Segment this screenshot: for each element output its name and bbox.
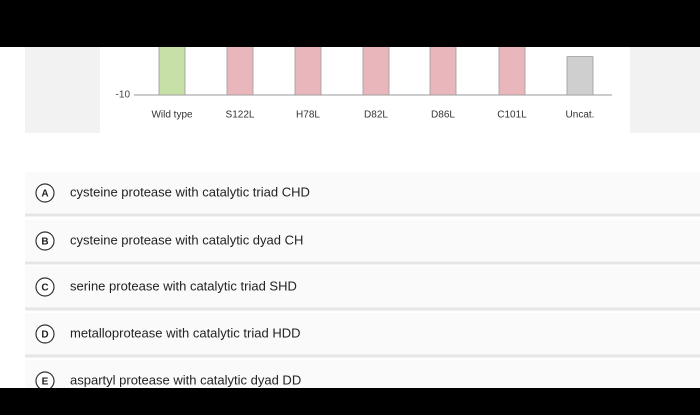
- x-tick-label: Uncat.: [566, 110, 595, 121]
- option-text: aspartyl protease with catalytic dyad DD: [70, 372, 301, 387]
- bar: [498, 47, 526, 96]
- option-circle: [35, 324, 55, 344]
- option-text: cysteine protease with catalytic triad C…: [70, 184, 310, 199]
- option-letter: A: [41, 189, 48, 200]
- option-text: cysteine protease with catalytic dyad CH: [70, 232, 303, 247]
- option-circle: [35, 277, 55, 297]
- option-background: [25, 313, 700, 355]
- panel-right: [630, 47, 700, 133]
- x-tick-label: H78L: [296, 110, 320, 121]
- x-tick-label: Wild type: [151, 110, 193, 121]
- option-circle: [35, 231, 55, 251]
- option-background: [25, 266, 700, 308]
- option-text: metalloprotease with catalytic triad HDD: [70, 325, 300, 340]
- bar: [158, 47, 186, 96]
- option-letter: C: [41, 283, 48, 294]
- option-circle: [35, 183, 55, 203]
- panel-left: [25, 47, 100, 133]
- bar: [226, 47, 254, 96]
- bar: [429, 47, 457, 96]
- bar: [566, 56, 594, 96]
- option-background: [25, 172, 700, 214]
- option-letter: E: [42, 377, 49, 388]
- bottom-bar: [0, 388, 700, 410]
- bar: [362, 47, 390, 96]
- bars: [158, 47, 594, 96]
- option-letter: D: [41, 330, 48, 341]
- option-text: serine protease with catalytic triad SHD: [70, 278, 297, 293]
- x-tick-label: C101L: [497, 110, 527, 121]
- x-tick-label: S122L: [226, 110, 255, 121]
- option-letter: B: [41, 237, 48, 248]
- y-tick-label: -10: [116, 90, 131, 101]
- x-tick-label: D82L: [364, 110, 388, 121]
- x-tick-label: D86L: [431, 110, 455, 121]
- option-background: [25, 220, 700, 262]
- bar: [294, 47, 322, 96]
